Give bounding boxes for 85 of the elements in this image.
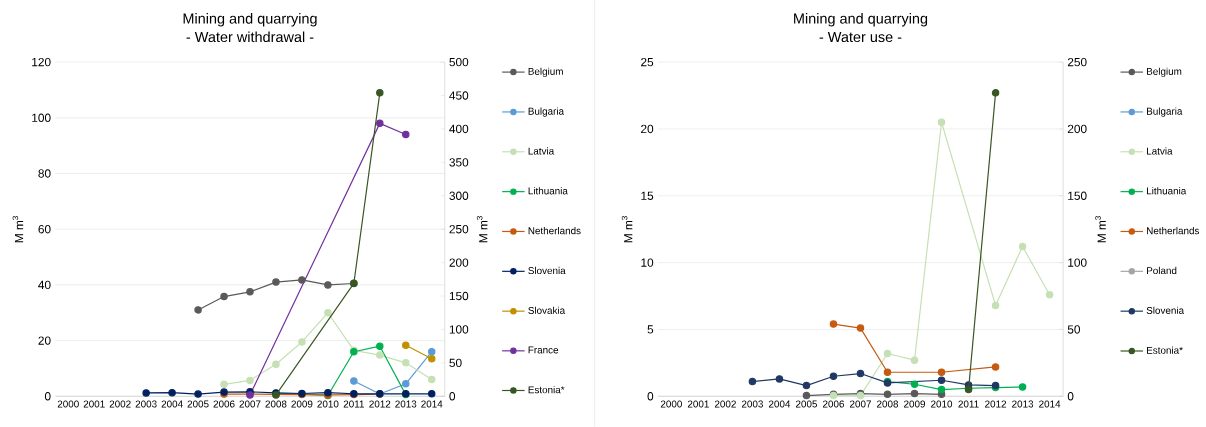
y2-tick-label: 500 [449, 58, 469, 67]
y-tick-label: 5 [647, 325, 654, 334]
legend-label: Slovenia [528, 266, 566, 275]
y2-tick-label: 300 [449, 191, 469, 201]
legend-label: Lithuania [528, 187, 568, 195]
legend-label: Latvia [1147, 147, 1173, 155]
y-tick-label: 0 [44, 392, 51, 401]
x-tick-label: 2011 [343, 400, 364, 408]
legend-label: Estonia* [528, 386, 565, 394]
y2-tick-label: 0 [1067, 392, 1074, 401]
y2-tick-label: 150 [449, 291, 469, 301]
legend-label: Slovakia [528, 306, 566, 315]
chart-subtitle: - Water withdrawal - [186, 31, 314, 43]
legend-label: Netherlands [528, 227, 581, 235]
x-tick-label: 2008 [265, 400, 287, 408]
legend-label: Poland [1147, 266, 1177, 275]
legend-label: Bulgaria [1147, 107, 1183, 117]
x-tick-label: 2005 [187, 400, 209, 408]
y2-tick-label: 250 [1067, 58, 1087, 67]
chart-subtitle: - Water use - [819, 32, 902, 43]
y-tick-label: 20 [641, 124, 654, 134]
y2-tick-label: 50 [1067, 325, 1081, 334]
x-tick-label: 2002 [109, 400, 131, 408]
chart-title: Mining and quarrying [794, 13, 928, 27]
legend-label: Lithuania [1147, 187, 1187, 195]
legend-label: France [528, 346, 559, 354]
y-tick-label: 120 [32, 58, 51, 67]
legend-label: Latvia [528, 147, 555, 155]
y2-tick-label: 100 [449, 325, 469, 334]
y2-tick-label: 50 [449, 358, 462, 368]
y-axis-title: M m$^{3}$ [621, 216, 633, 243]
x-tick-label: 2010 [317, 400, 339, 408]
x-tick-label: 2001 [687, 400, 709, 408]
y-tick-label: 25 [641, 58, 654, 67]
x-tick-label: 2006 [822, 400, 845, 408]
x-tick-label: 2002 [714, 400, 736, 408]
y2-tick-label: 350 [449, 158, 469, 167]
x-tick-label: 2012 [985, 400, 1007, 408]
x-tick-label: 2006 [213, 400, 235, 408]
x-tick-label: 2010 [931, 400, 953, 408]
x-tick-label: 2007 [239, 400, 261, 408]
y2-axis-title: M m$^{3}$ [1095, 216, 1106, 243]
y-tick-label: 15 [641, 191, 654, 201]
x-tick-label: 2012 [369, 400, 391, 408]
y2-tick-label: 150 [1068, 191, 1087, 201]
legend-label: Belgium [528, 67, 563, 77]
y-tick-label: 20 [38, 336, 51, 345]
x-tick-label: 2000 [57, 400, 79, 408]
x-tick-label: 2001 [83, 400, 105, 408]
y-tick-label: 80 [38, 169, 51, 178]
x-tick-label: 2014 [421, 400, 443, 408]
legend-label: Estonia* [1147, 346, 1183, 354]
y-tick-label: 60 [38, 225, 51, 234]
legend-label: Belgium [1147, 67, 1182, 77]
x-tick-label: 2009 [904, 400, 926, 408]
y2-tick-label: 250 [449, 225, 469, 234]
y2-tick-label: 100 [1068, 258, 1087, 267]
x-tick-label: 2004 [161, 400, 183, 408]
legend-label: Netherlands [1147, 227, 1200, 235]
y2-tick-label: 200 [449, 258, 469, 267]
y-axis-title: M m$^{3}$ [12, 216, 24, 243]
legend-label: Bulgaria [528, 107, 565, 117]
y-tick-label: 10 [641, 258, 654, 267]
x-tick-label: 2003 [741, 400, 763, 408]
x-tick-label: 2000 [660, 400, 682, 408]
x-tick-label: 2014 [1039, 400, 1061, 408]
y2-tick-label: 0 [449, 392, 456, 401]
y-tick-label: 100 [32, 113, 51, 123]
y2-tick-label: 200 [1067, 124, 1087, 134]
x-tick-label: 2009 [291, 400, 313, 408]
y-tick-label: 0 [647, 392, 654, 401]
x-tick-label: 2007 [850, 400, 871, 408]
x-tick-label: 2013 [1012, 400, 1034, 408]
y2-axis-title: M m$^{3}$ [476, 216, 488, 243]
x-tick-label: 2008 [877, 400, 899, 408]
x-tick-label: 2005 [795, 400, 818, 408]
legend-label: Slovenia [1146, 306, 1185, 315]
x-tick-label: 2003 [135, 400, 157, 408]
y-tick-label: 40 [38, 280, 51, 290]
x-tick-label: 2004 [768, 400, 791, 408]
y2-tick-label: 400 [449, 124, 469, 134]
y2-tick-label: 450 [449, 91, 469, 100]
x-tick-label: 2011 [958, 400, 979, 408]
chart-title: Mining and quarrying [183, 13, 317, 27]
x-tick-label: 2013 [395, 400, 417, 408]
